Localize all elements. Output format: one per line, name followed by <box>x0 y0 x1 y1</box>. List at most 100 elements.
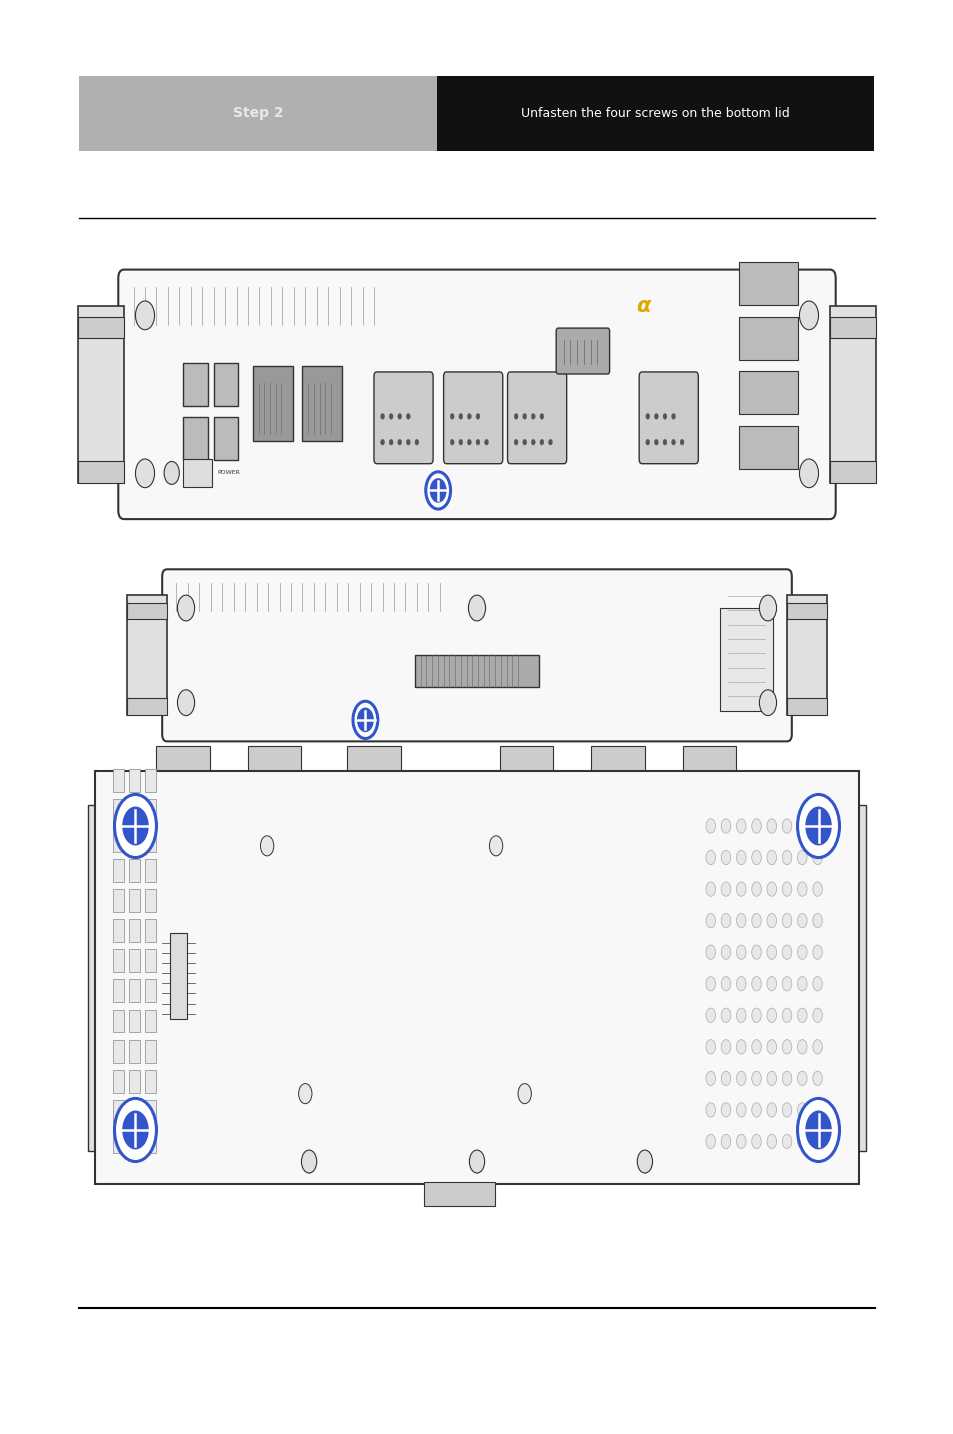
Circle shape <box>736 1071 745 1086</box>
Circle shape <box>671 413 675 419</box>
Circle shape <box>177 595 194 621</box>
Text: POWER: POWER <box>217 470 240 476</box>
Circle shape <box>766 945 776 959</box>
Bar <box>145 1100 156 1123</box>
Circle shape <box>812 913 821 928</box>
Circle shape <box>357 708 373 731</box>
Circle shape <box>805 1111 830 1149</box>
Circle shape <box>389 413 393 419</box>
Bar <box>112 949 124 972</box>
Circle shape <box>531 439 535 445</box>
Circle shape <box>812 977 821 991</box>
Circle shape <box>425 472 450 509</box>
Bar <box>183 417 208 460</box>
Circle shape <box>645 413 649 419</box>
Circle shape <box>751 945 760 959</box>
Bar <box>112 919 124 942</box>
Circle shape <box>705 882 715 896</box>
Circle shape <box>539 413 543 419</box>
Circle shape <box>751 1008 760 1022</box>
Circle shape <box>766 1008 776 1022</box>
Bar <box>88 804 109 1152</box>
Circle shape <box>469 1150 484 1173</box>
Bar <box>145 949 156 972</box>
Circle shape <box>645 439 649 445</box>
Bar <box>183 459 212 488</box>
Circle shape <box>766 913 776 928</box>
Bar <box>112 799 124 822</box>
Circle shape <box>781 882 791 896</box>
Bar <box>302 366 342 440</box>
Circle shape <box>766 850 776 865</box>
Circle shape <box>705 977 715 991</box>
Circle shape <box>397 439 401 445</box>
Circle shape <box>135 459 154 488</box>
Bar <box>112 859 124 882</box>
Bar <box>112 1010 124 1032</box>
Circle shape <box>720 850 730 865</box>
FancyBboxPatch shape <box>556 328 609 374</box>
Circle shape <box>781 1103 791 1117</box>
Circle shape <box>720 913 730 928</box>
Bar <box>739 262 798 305</box>
Text: Unfasten the four screws on the bottom lid: Unfasten the four screws on the bottom l… <box>520 106 789 120</box>
Circle shape <box>654 439 658 445</box>
Circle shape <box>705 1103 715 1117</box>
Circle shape <box>781 913 791 928</box>
Circle shape <box>654 413 658 419</box>
Circle shape <box>380 439 384 445</box>
Circle shape <box>539 439 543 445</box>
Circle shape <box>797 945 806 959</box>
Circle shape <box>705 1008 715 1022</box>
Circle shape <box>177 690 194 716</box>
Bar <box>145 829 156 852</box>
Text: α: α <box>635 295 649 315</box>
Bar <box>829 317 875 338</box>
Bar <box>786 698 826 716</box>
Bar <box>78 317 124 338</box>
Bar <box>739 317 798 360</box>
Bar <box>145 919 156 942</box>
Circle shape <box>736 913 745 928</box>
Circle shape <box>450 413 454 419</box>
Circle shape <box>406 413 410 419</box>
Bar <box>156 746 210 771</box>
Circle shape <box>781 1008 791 1022</box>
Circle shape <box>114 1098 156 1162</box>
Circle shape <box>736 1040 745 1054</box>
Circle shape <box>812 850 821 865</box>
Circle shape <box>812 945 821 959</box>
Circle shape <box>531 413 535 419</box>
Bar <box>112 889 124 912</box>
Circle shape <box>812 819 821 833</box>
FancyBboxPatch shape <box>162 569 791 741</box>
Circle shape <box>705 1134 715 1149</box>
Circle shape <box>705 1040 715 1054</box>
Bar <box>112 1100 124 1123</box>
Bar <box>682 746 736 771</box>
Bar <box>129 919 140 942</box>
Bar <box>112 1070 124 1093</box>
Circle shape <box>751 819 760 833</box>
Circle shape <box>797 913 806 928</box>
Circle shape <box>736 1008 745 1022</box>
Bar <box>253 366 293 440</box>
Bar <box>127 595 167 716</box>
Bar <box>145 1040 156 1063</box>
Bar <box>95 771 858 1184</box>
Circle shape <box>799 301 818 330</box>
Circle shape <box>812 1040 821 1054</box>
Bar <box>129 1040 140 1063</box>
Bar <box>844 804 865 1152</box>
Circle shape <box>353 701 377 739</box>
Circle shape <box>548 439 552 445</box>
Bar <box>213 363 238 406</box>
Bar <box>720 608 772 710</box>
Bar <box>415 655 538 687</box>
Circle shape <box>720 945 730 959</box>
Circle shape <box>766 1071 776 1086</box>
Bar <box>145 799 156 822</box>
Circle shape <box>812 1103 821 1117</box>
Bar <box>145 859 156 882</box>
Circle shape <box>301 1150 316 1173</box>
